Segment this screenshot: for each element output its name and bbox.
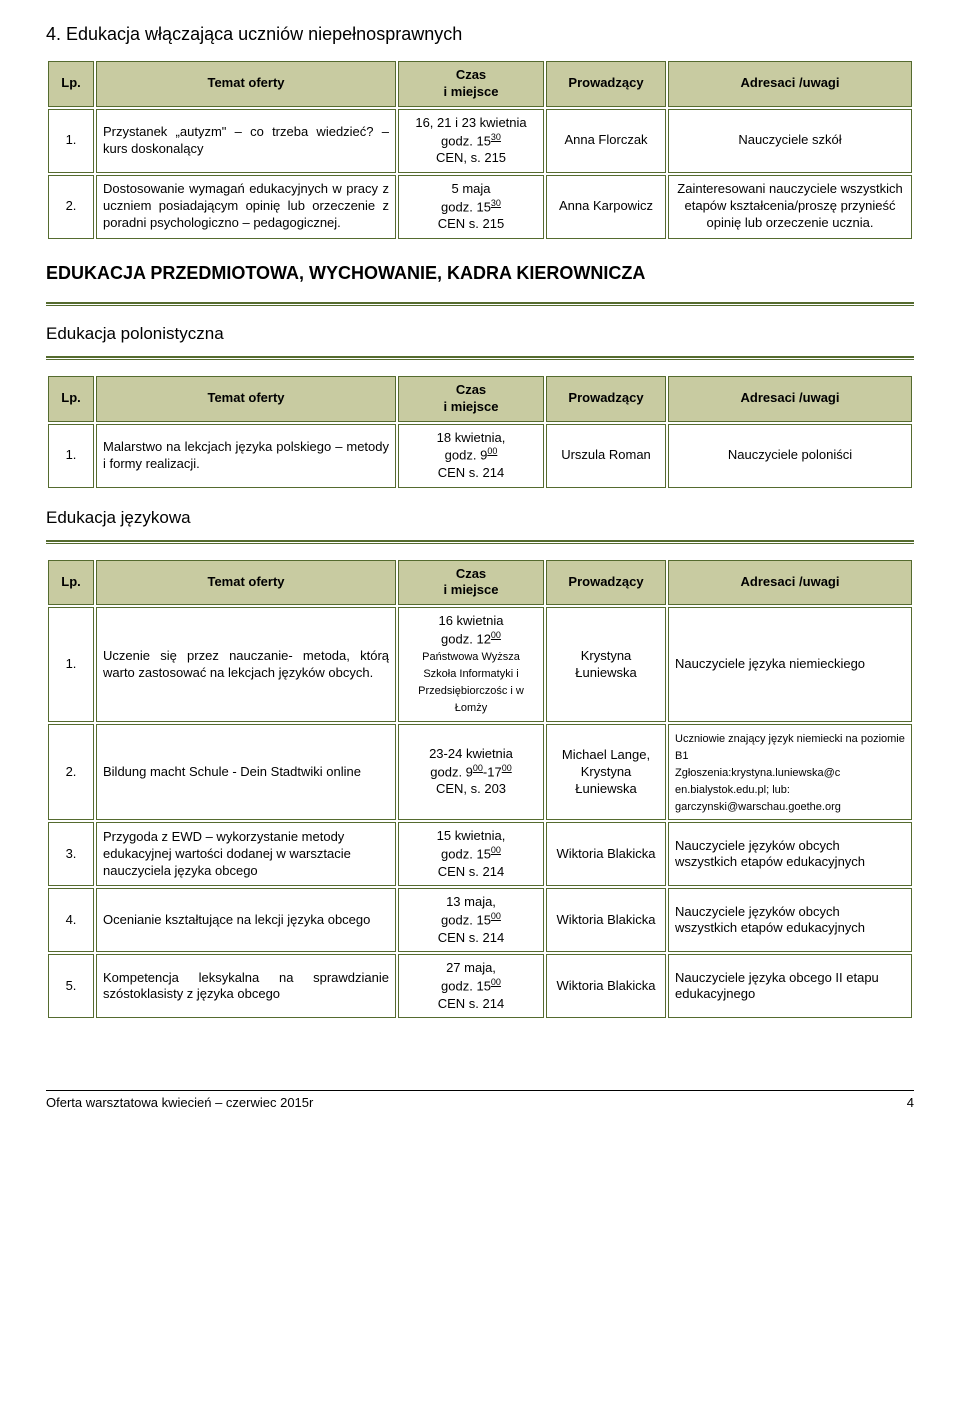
th-czas: Czas i miejsce [398, 376, 544, 422]
cell-lp: 2. [48, 724, 94, 820]
cell-czas: 16, 21 i 23 kwietnia godz. 1530 CEN, s. … [398, 109, 544, 173]
th-temat: Temat oferty [96, 61, 396, 107]
table-row: 1.Uczenie się przez nauczanie- metoda, k… [48, 607, 912, 722]
cell-czas: 13 maja,godz. 1500CEN s. 214 [398, 888, 544, 952]
th-temat: Temat oferty [96, 560, 396, 606]
czas-line3: CEN s. 215 [438, 216, 504, 231]
cell-temat: Ocenianie kształtujące na lekcji języka … [96, 888, 396, 952]
table-jezykowa: Lp. Temat oferty Czas i miejsce Prowadzą… [46, 558, 914, 1021]
subsection-polonistyczna: Edukacja polonistyczna [46, 324, 914, 344]
table-header-row: Lp. Temat oferty Czas i miejsce Prowadzą… [48, 560, 912, 606]
section-title-4: 4. Edukacja włączająca uczniów niepełnos… [46, 24, 914, 45]
footer-left: Oferta warsztatowa kwiecień – czerwiec 2… [46, 1095, 313, 1110]
cell-pr: Anna Karpowicz [546, 175, 666, 239]
table-row: 2. Dostosowanie wymagań edukacyjnych w p… [48, 175, 912, 239]
cell-czas: 15 kwietnia,godz. 1500CEN s. 214 [398, 822, 544, 886]
cell-czas: 16 kwietniagodz. 1200Państwowa Wyższa Sz… [398, 607, 544, 722]
cell-lp: 2. [48, 175, 94, 239]
footer-right: 4 [907, 1095, 914, 1110]
table-row: 4.Ocenianie kształtujące na lekcji język… [48, 888, 912, 952]
cell-temat: Malarstwo na lekcjach języka polskiego –… [96, 424, 396, 488]
czas-sup: 30 [491, 132, 501, 142]
cell-ad: Zainteresowani nauczyciele wszystkich et… [668, 175, 912, 239]
cell-ad: Nauczyciele języka niemieckiego [668, 607, 912, 722]
cell-ad: Uczniowie znający język niemiecki na poz… [668, 724, 912, 820]
table-polonistyczna: Lp. Temat oferty Czas i miejsce Prowadzą… [46, 374, 914, 490]
czas-line1: 5 maja [451, 181, 490, 196]
rule-2 [46, 356, 914, 360]
rule-3 [46, 540, 914, 544]
th-pr: Prowadzący [546, 61, 666, 107]
cell-czas: 18 kwietnia, godz. 900 CEN s. 214 [398, 424, 544, 488]
cell-pr: Krystyna Łuniewska [546, 607, 666, 722]
cell-lp: 1. [48, 607, 94, 722]
th-lp: Lp. [48, 61, 94, 107]
cell-pr: Anna Florczak [546, 109, 666, 173]
table-row: 2.Bildung macht Schule - Dein Stadtwiki … [48, 724, 912, 820]
table-header-row: Lp. Temat oferty Czas i miejsce Prowadzą… [48, 376, 912, 422]
cell-pr: Michael Lange, Krystyna Łuniewska [546, 724, 666, 820]
czas-line2: godz. 15 [441, 133, 491, 148]
czas-line1: 18 kwietnia, [437, 430, 506, 445]
cell-temat: Dostosowanie wymagań edukacyjnych w prac… [96, 175, 396, 239]
czas-line2: godz. 9 [445, 448, 488, 463]
table-sec4: Lp. Temat oferty Czas i miejsce Prowadzą… [46, 59, 914, 241]
cell-temat: Bildung macht Schule - Dein Stadtwiki on… [96, 724, 396, 820]
cell-pr: Urszula Roman [546, 424, 666, 488]
th-lp: Lp. [48, 376, 94, 422]
th-pr: Prowadzący [546, 376, 666, 422]
czas-sup: 30 [491, 198, 501, 208]
table-row: 1. Malarstwo na lekcjach języka polskieg… [48, 424, 912, 488]
cell-temat: Przystanek „autyzm" – co trzeba wiedzieć… [96, 109, 396, 173]
cell-pr: Wiktoria Blakicka [546, 822, 666, 886]
czas-line1: 16, 21 i 23 kwietnia [415, 115, 526, 130]
rule-1 [46, 302, 914, 306]
th-czas: Czas i miejsce [398, 560, 544, 606]
cell-czas: 5 maja godz. 1530 CEN s. 215 [398, 175, 544, 239]
cell-temat: Kompetencja leksykalna na sprawdzianie s… [96, 954, 396, 1018]
table-row: 5.Kompetencja leksykalna na sprawdzianie… [48, 954, 912, 1018]
table-row: 1. Przystanek „autyzm" – co trzeba wiedz… [48, 109, 912, 173]
cell-lp: 4. [48, 888, 94, 952]
page-footer: Oferta warsztatowa kwiecień – czerwiec 2… [46, 1090, 914, 1110]
cell-temat: Przygoda z EWD – wykorzystanie metody ed… [96, 822, 396, 886]
cell-temat: Uczenie się przez nauczanie- metoda, któ… [96, 607, 396, 722]
th-ad: Adresaci /uwagi [668, 61, 912, 107]
cell-lp: 5. [48, 954, 94, 1018]
cell-lp: 1. [48, 424, 94, 488]
table-row: 3.Przygoda z EWD – wykorzystanie metody … [48, 822, 912, 886]
th-czas: Czas i miejsce [398, 61, 544, 107]
th-ad: Adresaci /uwagi [668, 560, 912, 606]
cell-ad: Nauczyciele poloniści [668, 424, 912, 488]
th-pr: Prowadzący [546, 560, 666, 606]
czas-line3: CEN s. 214 [438, 465, 504, 480]
czas-line2: godz. 15 [441, 199, 491, 214]
cell-lp: 3. [48, 822, 94, 886]
cell-czas: 27 maja,godz. 1500CEN s. 214 [398, 954, 544, 1018]
cell-ad: Nauczyciele języków obcych wszystkich et… [668, 822, 912, 886]
czas-sup: 00 [487, 446, 497, 456]
cell-czas: 23-24 kwietniagodz. 900-1700CEN, s. 203 [398, 724, 544, 820]
cell-ad: Nauczyciele języka obcego II etapu eduka… [668, 954, 912, 1018]
th-ad: Adresaci /uwagi [668, 376, 912, 422]
cell-pr: Wiktoria Blakicka [546, 888, 666, 952]
table-header-row: Lp. Temat oferty Czas i miejsce Prowadzą… [48, 61, 912, 107]
section-title-przedmiotowa: EDUKACJA PRZEDMIOTOWA, WYCHOWANIE, KADRA… [46, 263, 914, 284]
czas-line3: CEN, s. 215 [436, 150, 506, 165]
cell-pr: Wiktoria Blakicka [546, 954, 666, 1018]
th-lp: Lp. [48, 560, 94, 606]
cell-lp: 1. [48, 109, 94, 173]
cell-ad: Nauczyciele języków obcych wszystkich et… [668, 888, 912, 952]
subsection-jezykowa: Edukacja językowa [46, 508, 914, 528]
th-temat: Temat oferty [96, 376, 396, 422]
cell-ad: Nauczyciele szkół [668, 109, 912, 173]
